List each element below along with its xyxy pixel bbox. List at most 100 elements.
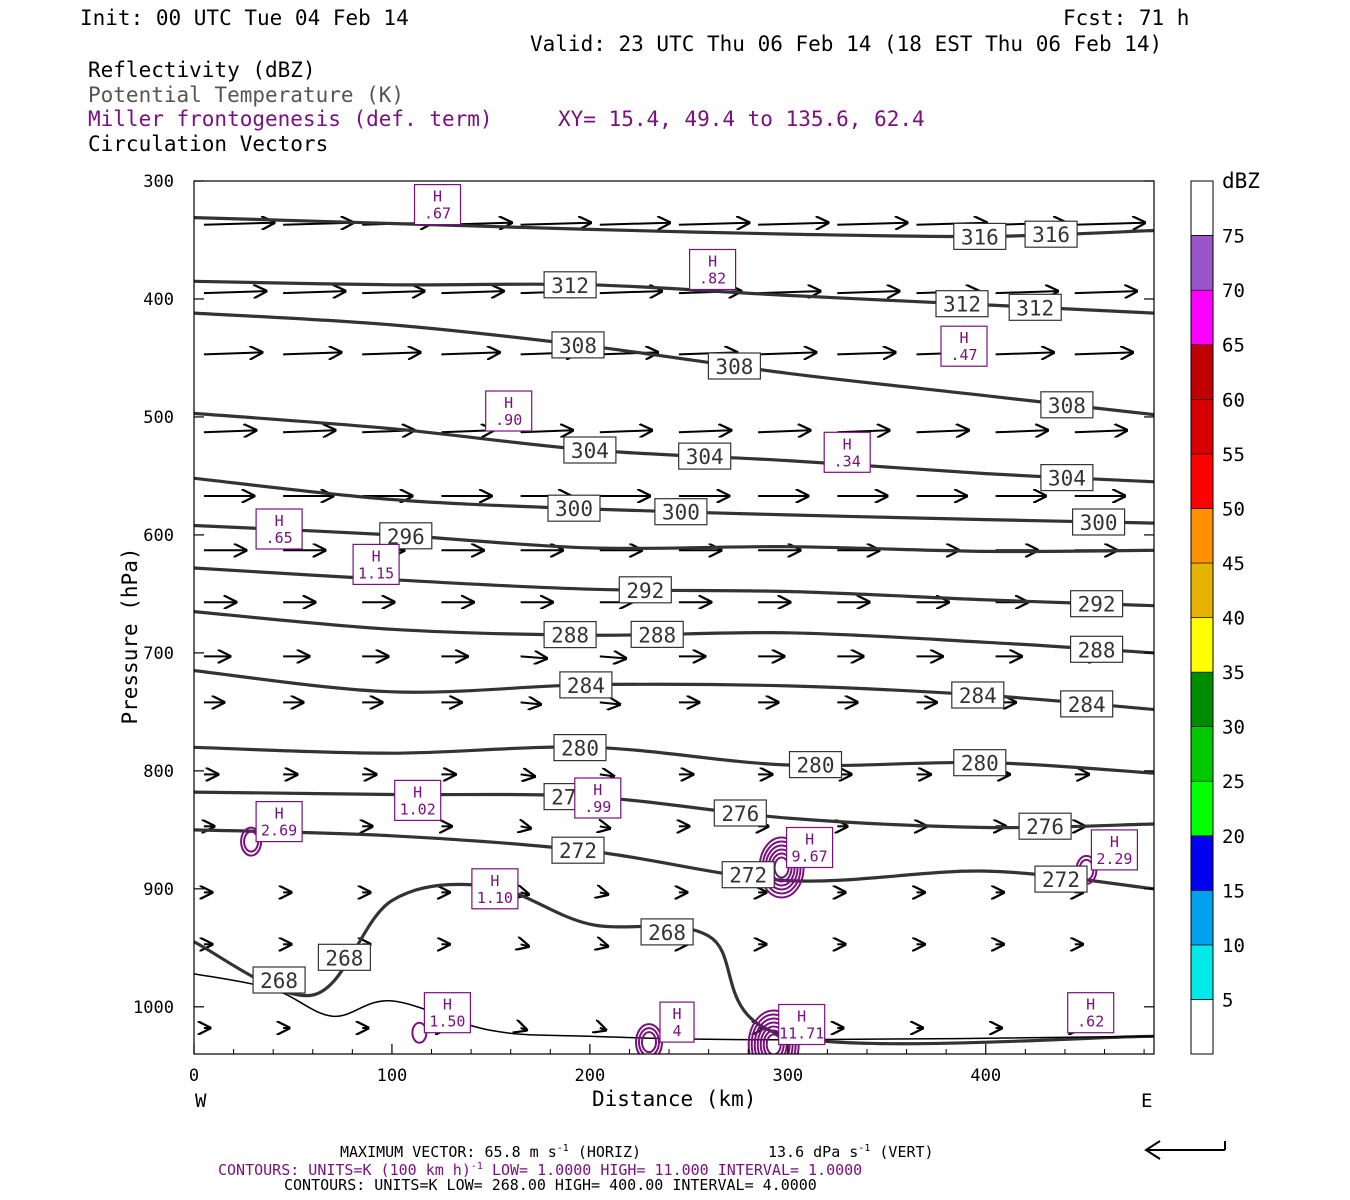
theta-label: 304 [563,436,617,464]
colorbar-swatch [1190,780,1214,837]
y-axis-title: Pressure (hPa) [118,547,142,725]
theta-contour-268 [194,882,1154,1046]
colorbar-swatch [1190,235,1214,291]
footer-theta-contours: CONTOURS: UNITS=K LOW= 268.00 HIGH= 400.… [284,1176,817,1194]
theta-label-box [551,331,605,359]
colorbar-level-label: 60 [1222,389,1245,411]
theta-label-box [630,620,684,649]
theta-label-box [951,681,1005,709]
theta-label: 316 [953,222,1007,250]
theta-label-text: 280 [961,752,999,776]
vector-arrow [520,702,541,704]
theta-label-text: 284 [959,684,997,708]
theta-label-box [553,733,607,762]
colorbar-swatch [1190,726,1214,782]
colorbar-top-box [1190,180,1214,237]
colorbar-level-label: 45 [1222,553,1245,575]
colorbar-swatch [1190,562,1214,618]
theta-label-box [953,222,1007,250]
theta-label-text: 272 [559,839,597,863]
vector-arrow [758,223,828,225]
y-tick-label: 500 [143,408,174,428]
frontogenesis-max-box [255,508,303,550]
colorbar-level-label: 15 [1222,880,1245,902]
colorbar-title: dBZ [1222,169,1260,193]
vector-arrow [600,826,610,828]
colorbar-swatch [1190,671,1214,727]
theta-label: 276 [713,799,767,827]
y-tick-label: 400 [143,290,174,310]
frontogenesis-max-value: 1.50 [429,1013,465,1031]
theta-label-box [654,498,708,526]
vector-arrow [600,944,608,946]
theta-label-text: 304 [571,439,609,463]
colorbar-level-label: 20 [1222,826,1245,848]
frontogenesis-max-value: .62 [1077,1013,1104,1031]
title-frontogenesis: Miller frontogenesis (def. term) [88,107,493,131]
frontogenesis-max-label: H.47 [940,325,988,367]
colorbar-bottom-box [1190,998,1214,1055]
frontogenesis-max-label: H.82 [688,248,737,291]
vector-arrow [1074,352,1133,354]
y-tick-label: 700 [143,644,174,664]
vector-arrow [362,352,420,354]
theta-label: 272 [721,861,775,889]
colorbar-level-label: 40 [1222,608,1245,630]
frontogenesis-max-value: 9.67 [792,848,828,866]
theta-label-box [1024,220,1078,248]
vector-arrow [441,430,493,432]
frontogenesis-max-value: .47 [950,346,977,364]
theta-label-box [618,576,672,604]
vector-arrow [520,223,591,225]
x-axis-title: Distance (km) [592,1087,757,1111]
theta-label-box [547,494,601,522]
contour-labels: 316 316 312 312 312 308 308 308 304 304 304 300 300 3… [252,184,1139,1046]
title-reflectivity: Reflectivity (dBZ) [88,58,316,82]
theta-label-text: 268 [648,921,686,945]
frontogenesis-max-value: .34 [834,452,861,470]
theta-label: 280 [553,733,607,762]
colorbar-level-label: 30 [1222,717,1245,739]
vector-arrow [995,430,1048,432]
colorbar-swatch [1190,617,1214,673]
frontogenesis-max-box [940,325,988,367]
theta-label-box [1040,464,1094,492]
theta-label-text: 308 [1048,394,1086,418]
colorbar-level-label: 70 [1222,280,1245,302]
theta-contour-280 [194,745,1154,775]
valid-time: Valid: 23 UTC Thu 06 Feb 14 (18 EST Thu … [530,32,1163,56]
vector-arrow [995,291,1058,293]
theta-label: 284 [1060,690,1114,718]
theta-label-text: 280 [797,754,835,778]
colorbar-level-label: 50 [1222,498,1245,520]
vector-arrow [362,291,424,293]
colorbar-level-label: 75 [1222,226,1245,248]
theta-contour-296 [194,523,1154,554]
frontogenesis-max-box [485,390,533,432]
plot-frame [193,180,1155,1055]
colorbar-swatch [1190,453,1214,509]
theta-label: 292 [618,576,672,604]
frontogenesis-max-label: H.90 [485,390,533,432]
theta-label: 304 [1040,464,1094,492]
theta-label: 284 [951,681,1005,709]
colorbar-level-label: 55 [1222,444,1245,466]
frontogenesis-max-label: H.67 [413,184,462,226]
frontogenesis-max-box [423,992,471,1034]
theta-label: 288 [1069,635,1124,663]
frontogenesis-max-h: H [959,329,968,347]
frontogenesis-max-box [1090,829,1139,871]
y-tick-label: 300 [143,172,174,192]
vector-arrow [520,774,535,776]
frontogenesis-max-value: .82 [699,270,726,288]
theta-label-text: 284 [1068,693,1106,717]
theta-label-text: 312 [551,274,589,298]
vector-arrow [758,352,816,354]
frontogenesis-max-label: H.99 [574,777,622,819]
colorbar-swatch [1190,944,1214,1000]
theta-label: 300 [547,494,601,522]
theta-label-text: 300 [555,497,593,521]
theta-label-text: 312 [1016,296,1054,320]
frontogenesis-max-label: H2.29 [1090,829,1139,871]
